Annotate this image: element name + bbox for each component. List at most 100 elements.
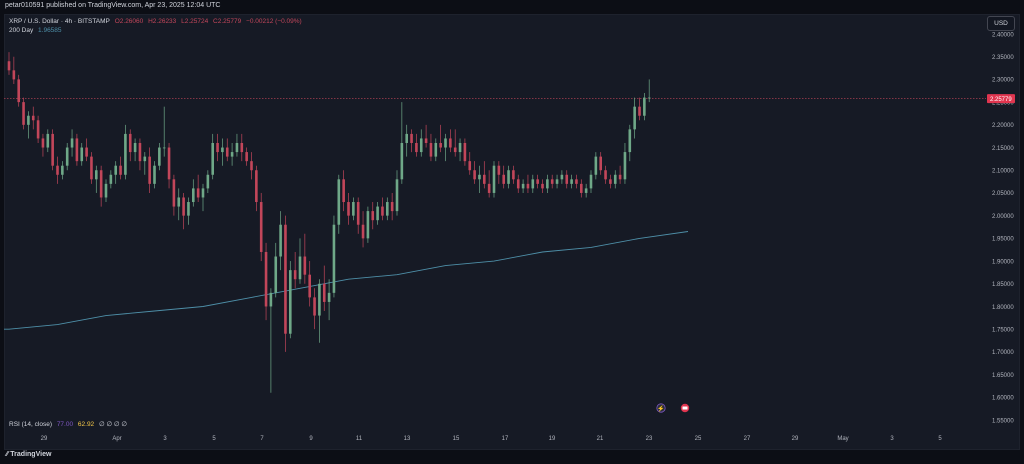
candle-body [361,224,365,239]
candle-body [216,142,219,153]
candle-body [555,179,559,184]
flag-glyph [682,406,688,410]
candle-body [187,202,190,216]
candle-body [318,283,321,316]
candle-body [565,174,569,184]
candle-body [56,165,59,175]
candle-body [114,165,117,175]
candle-body [366,211,370,239]
tradingview-logo[interactable]: ⁄⁄ TradingView [6,451,51,458]
candle-body [550,179,554,184]
y-tick-label: 2.05000 [992,191,1014,197]
candle-body [41,138,45,148]
candle-body [483,174,486,184]
y-tick-label: 1.70000 [992,350,1014,356]
candle-body [104,183,108,198]
x-tick-label: 7 [260,436,264,442]
candle-body [269,292,273,307]
x-tick-label: 3 [890,436,894,442]
brand-name: TradingView [10,451,52,458]
y-tick-label: 1.90000 [992,259,1014,265]
candle-body [439,142,442,148]
candle-body [289,270,292,334]
candle-body [298,256,302,280]
candle-body [526,183,530,189]
candle-body [638,106,641,116]
candle-body [27,115,30,125]
chart-area[interactable] [4,14,1020,450]
x-tick-label: 5 [938,436,942,442]
x-tick-label: 3 [163,436,167,442]
candle-body [541,183,544,189]
candle-body [250,161,253,171]
candle-body [46,133,50,148]
event-flash-icon[interactable] [656,403,666,413]
candle-body [138,142,142,162]
x-tick-label: 25 [695,436,702,442]
candle-body [609,179,612,184]
candle-body [90,156,93,180]
candle-body [337,179,341,225]
candle-body [240,142,244,153]
candle-body [303,256,307,275]
candle-body [478,174,481,180]
symbol-legend[interactable]: XRP / U.S. Dollar · 4h · BITSTAMP O2.260… [9,18,305,25]
candle-body [424,138,428,143]
candle-body [512,170,515,180]
candle-body [604,170,607,180]
candle-body [201,188,205,198]
rsi-legend[interactable]: RSI (14, close) 77.00 62.92 ∅ ∅ ∅ ∅ [9,420,130,428]
y-tick-label: 1.80000 [992,305,1014,311]
currency-button[interactable]: USD [987,16,1015,31]
candle-body [381,206,384,216]
candle-body [502,174,505,184]
candle-body [51,133,54,166]
y-tick-label: 2.15000 [992,146,1014,152]
rsi-label: RSI (14, close) [9,421,52,428]
candle-body [206,174,210,189]
y-tick-label: 1.65000 [992,373,1014,379]
candle-body [390,202,394,212]
candle-body [536,179,539,184]
candle-body [99,170,103,198]
candle-body [371,211,375,221]
candle-body [322,283,326,302]
candle-body [410,133,413,143]
x-tick-label: 23 [646,436,653,442]
x-tick-label: 17 [502,436,509,442]
candle-body [623,152,627,180]
candle-body [584,188,588,193]
x-tick-label: Apr [112,436,121,442]
candle-body [468,161,472,171]
x-tick-label: 19 [549,436,556,442]
rsi-extra: ∅ ∅ ∅ ∅ [99,421,128,428]
candle-body [521,183,525,189]
rsi-value-1: 77.00 [56,421,74,428]
candle-body [633,106,636,130]
x-tick-label: 29 [792,436,799,442]
candle-body [497,165,501,175]
candle-body [255,170,258,203]
candle-body [192,188,195,203]
candle-body [589,174,593,189]
candle-body [162,147,166,149]
candle-body [405,133,408,143]
candle-body [613,174,617,184]
y-tick-label: 2.30000 [992,78,1014,84]
candle-body [172,179,176,207]
ma-legend[interactable]: 200 Day 1.96585 [9,27,65,34]
candle-body [274,256,278,293]
x-tick-label: May [837,436,848,442]
candle-body [7,61,11,71]
candle-body [429,142,433,157]
candle-body [444,138,447,148]
candle-body [85,147,88,157]
y-tick-label: 2.40000 [992,32,1014,38]
y-tick-label: 2.10000 [992,169,1014,175]
candle-body [492,165,496,193]
candle-body [65,147,69,166]
candle-body [36,120,40,139]
candle-body [332,224,336,293]
